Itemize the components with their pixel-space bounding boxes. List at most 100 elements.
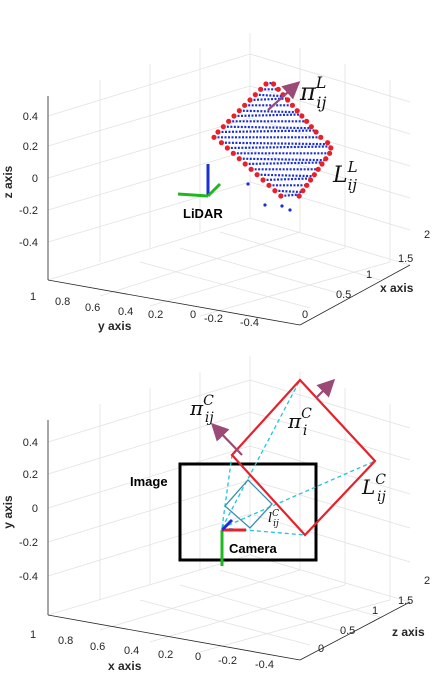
camera-ztick: 2 <box>424 575 430 587</box>
edge-point <box>224 145 230 151</box>
scan-line <box>262 177 311 182</box>
edge-point <box>230 150 236 156</box>
edge-point <box>270 81 277 87</box>
lidar-left-ticks: 1 0.8 0.6 0.4 0.2 0 -0.2 -0.4 <box>30 291 259 329</box>
lidar-ytick: 0.2 <box>148 309 163 321</box>
scan-line <box>227 145 331 150</box>
image-plane-frame <box>178 462 318 562</box>
edge-point <box>252 92 258 98</box>
camera-xtick: -0.4 <box>255 659 274 671</box>
edge-point <box>296 193 302 199</box>
calibration-board <box>230 378 377 537</box>
lidar-plane-symbol: πL ij <box>299 73 327 112</box>
camera-xtick: 0.4 <box>124 645 139 657</box>
lidar-ztick: -0.4 <box>19 237 38 249</box>
camera-left-ticks: 1 0.8 0.6 0.4 0.2 0 -0.2 -0.4 <box>30 629 274 671</box>
lidar-ytick: 0.6 <box>85 302 100 314</box>
scatter-point <box>280 204 284 208</box>
camera-panel: 0.4 0.2 0 -0.2 -0.4 y axis 2 1.5 1 0.5 0… <box>1 356 430 673</box>
frame-z-axis <box>220 518 234 532</box>
camera-plane-normal-arrow-1 <box>210 422 243 456</box>
scan-line <box>223 125 312 130</box>
scatter-point <box>246 182 250 186</box>
camera-ytick: 0 <box>32 503 38 515</box>
camera-ztick: 1 <box>372 605 378 617</box>
lidar-ztick: 0.4 <box>23 111 38 123</box>
edge-point <box>299 113 305 119</box>
lidar-xtick: 0 <box>302 309 308 321</box>
camera-line-symbol: LC ij <box>361 472 386 505</box>
lidar-axes <box>47 96 411 326</box>
lidar-ytick: -0.2 <box>204 313 223 325</box>
camera-plane-normal-arrow-2 <box>315 378 336 399</box>
lidar-ztick: 0 <box>32 173 38 185</box>
scan-line <box>221 141 328 146</box>
lidar-ztick: 0.2 <box>23 141 38 153</box>
edge-point <box>260 177 266 183</box>
camera-frame-axes <box>220 518 246 566</box>
edge-point <box>236 108 242 114</box>
edge-point <box>319 161 325 167</box>
lidar-ytick: -0.4 <box>240 317 259 329</box>
scan-line <box>217 129 317 134</box>
camera-xtick: 0 <box>195 651 201 663</box>
edge-point <box>304 182 310 188</box>
camera-ztick: 0 <box>318 643 324 655</box>
edge-point <box>315 166 321 172</box>
edge-point <box>263 81 269 87</box>
lidar-ztick: -0.2 <box>19 205 38 217</box>
lidar-ytick: 0.8 <box>55 296 70 308</box>
camera-xtick: 1 <box>30 629 36 641</box>
edge-point <box>313 129 319 135</box>
scan-line <box>257 173 315 178</box>
edge-point <box>327 150 333 156</box>
edge-point <box>304 118 310 124</box>
edge-point <box>275 86 281 92</box>
edge-point <box>328 145 334 151</box>
projected-board-quad <box>224 479 273 529</box>
lidar-sensor-label: LiDAR <box>183 206 223 221</box>
edge-point <box>258 86 264 92</box>
scan-line <box>280 193 300 198</box>
scan-line <box>249 97 288 102</box>
edge-point <box>307 177 314 183</box>
lidar-ytick: 1 <box>30 291 36 303</box>
scan-line <box>233 113 302 118</box>
lidar-right-ticks: 2 1.5 1 0.5 0 <box>302 229 430 321</box>
lidar-ytick: 0.4 <box>118 306 133 318</box>
edge-point <box>325 140 331 146</box>
edge-point <box>247 97 253 103</box>
scan-line <box>239 109 298 114</box>
edge-point <box>318 134 324 140</box>
edge-point <box>242 161 248 167</box>
lidar-xtick: 1.5 <box>398 253 413 265</box>
camera-plane-symbol-1: πC ij <box>189 393 214 426</box>
lidar-xtick: 0.5 <box>336 289 351 301</box>
frame-x-axis <box>206 182 222 198</box>
scan-line <box>239 157 326 162</box>
lidar-grid <box>47 33 411 317</box>
scan-line <box>274 189 304 194</box>
edge-point <box>272 188 278 194</box>
lidar-line-symbol: LL ij <box>332 158 358 194</box>
lidar-frame-axes <box>177 164 222 198</box>
edge-point <box>278 193 284 199</box>
edge-point <box>289 102 296 108</box>
camera-vertical-ticks: 0.4 0.2 0 -0.2 -0.4 <box>19 437 38 583</box>
lidar-xtick: 2 <box>424 229 430 241</box>
scatter-point <box>288 208 292 212</box>
camera-xtick: 0.6 <box>90 641 105 653</box>
edge-point <box>248 166 254 172</box>
lidar-plane-normal-arrow <box>267 81 301 111</box>
lidar-left-axis-label: y axis <box>98 319 132 333</box>
edge-point <box>285 97 291 103</box>
edge-point <box>226 118 232 124</box>
edge-point <box>254 172 260 178</box>
edge-point <box>211 134 217 140</box>
lidar-xtick: 1 <box>366 269 372 281</box>
edge-point <box>294 108 300 114</box>
edge-point <box>231 113 237 119</box>
projection-rays <box>221 379 376 536</box>
lidar-vertical-axis-label: z axis <box>1 165 15 198</box>
image-line-symbol: lC ij <box>268 509 279 529</box>
